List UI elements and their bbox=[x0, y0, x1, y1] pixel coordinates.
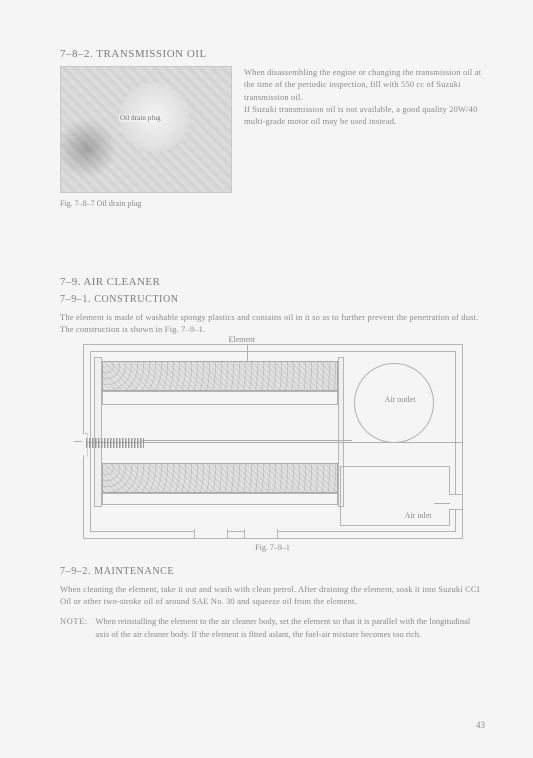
bolt-thread bbox=[86, 438, 144, 448]
oil-drain-photo-block: Oil drain plug Fig. 7–8–7 Oil drain plug bbox=[60, 66, 232, 208]
sponge-bottom bbox=[102, 463, 338, 493]
note-block: NOTE: When reinstalling the element to t… bbox=[60, 615, 485, 640]
element-label: Element bbox=[229, 335, 256, 344]
oil-drain-plug-label: Oil drain plug bbox=[119, 114, 162, 122]
air-cleaner-diagram: Element Air outlet Air inlet bbox=[83, 344, 463, 539]
air-inlet-leader bbox=[434, 503, 450, 504]
section-7-8-2-body: When disassembling the engine or changin… bbox=[244, 66, 485, 208]
sponge-top bbox=[102, 361, 338, 391]
page-number: 43 bbox=[476, 720, 485, 730]
section-7-8-2-row: Oil drain plug Fig. 7–8–7 Oil drain plug… bbox=[60, 66, 485, 208]
note-label: NOTE: bbox=[60, 615, 88, 640]
fig-7-8-7-caption: Fig. 7–8–7 Oil drain plug bbox=[60, 199, 232, 208]
air-inlet-label: Air inlet bbox=[405, 511, 432, 520]
section-7-8-2-heading: 7–8–2. TRANSMISSION OIL bbox=[60, 48, 485, 60]
section-7-9-heading: 7–9. AIR CLEANER bbox=[60, 276, 485, 288]
section-7-9-2-heading: 7–9–2. MAINTENANCE bbox=[60, 566, 485, 577]
section-7-9-2-body: When cleaning the element, take it out a… bbox=[60, 583, 485, 608]
section-7-9-1-body: The element is made of washable spongy p… bbox=[60, 311, 485, 336]
fig-7-9-1-caption: Fig. 7–9–1 bbox=[60, 543, 485, 552]
oil-drain-photo: Oil drain plug bbox=[60, 66, 232, 193]
note-body: When reinstalling the element to the air… bbox=[96, 615, 485, 640]
air-outlet-label: Air outlet bbox=[385, 395, 416, 404]
photo-texture bbox=[61, 67, 231, 192]
section-7-9-1-heading: 7–9–1. CONSTRUCTION bbox=[60, 294, 485, 305]
